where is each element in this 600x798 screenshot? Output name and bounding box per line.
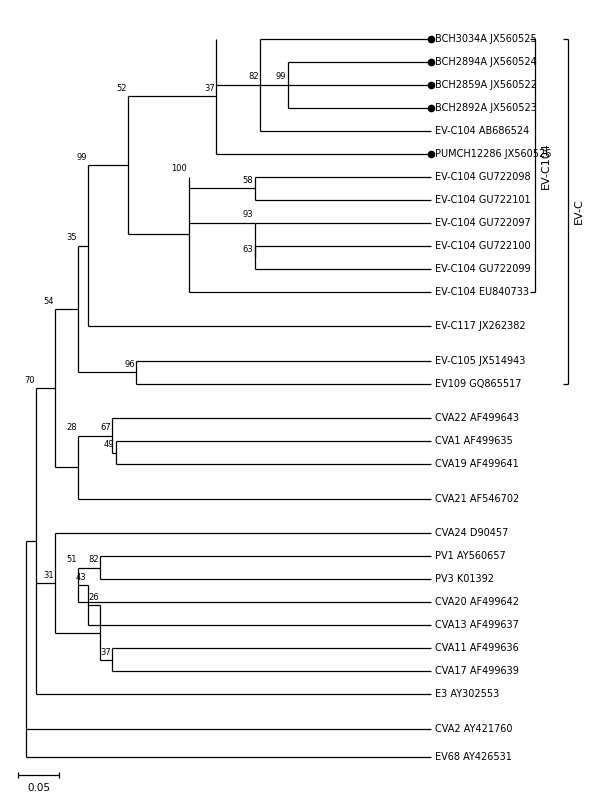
- Text: EV-C105 JX514943: EV-C105 JX514943: [435, 356, 525, 365]
- Text: EV-C104 EU840733: EV-C104 EU840733: [435, 286, 529, 297]
- Text: CVA22 AF499643: CVA22 AF499643: [435, 413, 519, 424]
- Text: 35: 35: [67, 233, 77, 243]
- Text: BCH2894A JX560524: BCH2894A JX560524: [435, 57, 536, 67]
- Text: CVA1 AF499635: CVA1 AF499635: [435, 437, 512, 446]
- Text: 37: 37: [204, 84, 215, 93]
- Text: 31: 31: [43, 571, 54, 579]
- Text: CVA19 AF499641: CVA19 AF499641: [435, 460, 518, 469]
- Text: 28: 28: [67, 423, 77, 433]
- Text: EV-C: EV-C: [574, 199, 584, 224]
- Text: 99: 99: [76, 152, 87, 162]
- Text: 96: 96: [124, 360, 135, 369]
- Text: BCH2892A JX560523: BCH2892A JX560523: [435, 103, 537, 113]
- Text: 58: 58: [242, 176, 253, 185]
- Text: BCH3034A JX560525: BCH3034A JX560525: [435, 34, 536, 44]
- Text: PUMCH12286 JX560526: PUMCH12286 JX560526: [435, 148, 551, 159]
- Text: EV68 AY426531: EV68 AY426531: [435, 752, 512, 761]
- Text: CVA24 D90457: CVA24 D90457: [435, 528, 508, 539]
- Text: 54: 54: [43, 297, 54, 306]
- Text: EV-C117 JX262382: EV-C117 JX262382: [435, 322, 526, 331]
- Text: CVA11 AF499636: CVA11 AF499636: [435, 643, 518, 654]
- Text: EV-C104 GU722100: EV-C104 GU722100: [435, 241, 530, 251]
- Text: 93: 93: [242, 211, 253, 219]
- Text: EV-C104: EV-C104: [541, 142, 551, 188]
- Text: CVA17 AF499639: CVA17 AF499639: [435, 666, 519, 677]
- Text: 63: 63: [242, 245, 253, 254]
- Text: 82: 82: [88, 555, 99, 564]
- Text: CVA21 AF546702: CVA21 AF546702: [435, 494, 519, 504]
- Text: PV3 K01392: PV3 K01392: [435, 575, 494, 584]
- Text: EV-C104 GU722101: EV-C104 GU722101: [435, 195, 530, 205]
- Text: 0.05: 0.05: [27, 783, 50, 793]
- Text: CVA20 AF499642: CVA20 AF499642: [435, 598, 519, 607]
- Text: 52: 52: [116, 84, 127, 93]
- Text: EV-C104 GU722099: EV-C104 GU722099: [435, 264, 530, 274]
- Text: CVA2 AY421760: CVA2 AY421760: [435, 724, 512, 734]
- Text: 70: 70: [24, 376, 34, 385]
- Text: 99: 99: [276, 73, 286, 81]
- Text: EV109 GQ865517: EV109 GQ865517: [435, 379, 521, 389]
- Text: EV-C104 GU722098: EV-C104 GU722098: [435, 172, 530, 182]
- Text: 49: 49: [104, 440, 114, 449]
- Text: CVA13 AF499637: CVA13 AF499637: [435, 621, 519, 630]
- Text: 82: 82: [248, 73, 259, 81]
- Text: 67: 67: [100, 423, 110, 433]
- Text: EV-C104 AB686524: EV-C104 AB686524: [435, 126, 529, 136]
- Text: 100: 100: [172, 164, 187, 173]
- Text: 43: 43: [76, 573, 87, 582]
- Text: 26: 26: [88, 593, 99, 602]
- Text: BCH2859A JX560522: BCH2859A JX560522: [435, 80, 537, 89]
- Text: E3 AY302553: E3 AY302553: [435, 689, 499, 700]
- Text: 51: 51: [67, 555, 77, 564]
- Text: EV-C104 GU722097: EV-C104 GU722097: [435, 218, 530, 227]
- Text: PV1 AY560657: PV1 AY560657: [435, 551, 506, 562]
- Text: 37: 37: [100, 647, 110, 657]
